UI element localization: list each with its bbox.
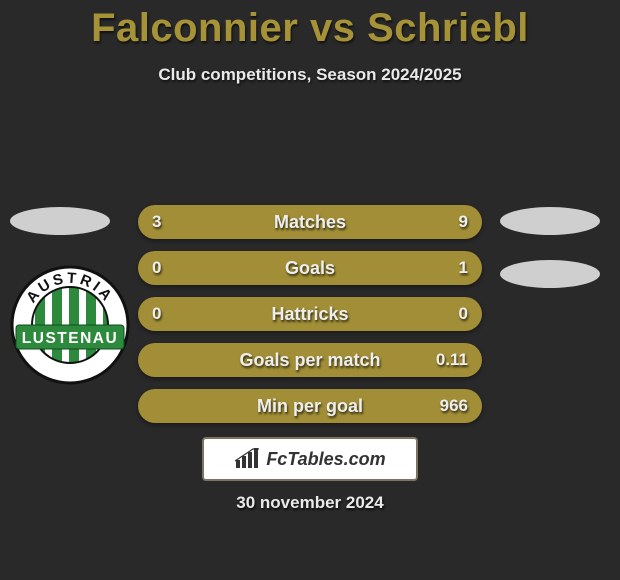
page-subtitle: Club competitions, Season 2024/2025 xyxy=(0,65,620,85)
brand-text: FcTables.com xyxy=(266,449,385,470)
page-title: Falconnier vs Schriebl xyxy=(0,0,620,51)
stat-right-value: 1 xyxy=(459,251,468,285)
bar-chart-icon xyxy=(234,448,260,470)
stat-right-value: 966 xyxy=(440,389,468,423)
stat-label: Matches xyxy=(138,205,482,239)
stat-bar-hattricks: 0 Hattricks 0 xyxy=(138,297,482,331)
stat-right-value: 0 xyxy=(459,297,468,331)
stat-label: Hattricks xyxy=(138,297,482,331)
badge-bottom-text: LUSTENAU xyxy=(22,330,118,347)
stat-bar-goals-per-match: Goals per match 0.11 xyxy=(138,343,482,377)
player-right-placeholder-1 xyxy=(500,207,600,235)
stat-label: Goals xyxy=(138,251,482,285)
stats-panel: 3 Matches 9 0 Goals 1 0 Hattricks 0 Goal… xyxy=(138,205,482,435)
stat-label: Goals per match xyxy=(138,343,482,377)
stat-bar-goals: 0 Goals 1 xyxy=(138,251,482,285)
brand-box[interactable]: FcTables.com xyxy=(202,437,418,481)
player-left-placeholder xyxy=(10,207,110,235)
stat-bar-min-per-goal: Min per goal 966 xyxy=(138,389,482,423)
club-badge: AUSTRIA LUSTENAU xyxy=(10,265,130,385)
stat-right-value: 0.11 xyxy=(436,343,468,377)
stat-right-value: 9 xyxy=(459,205,468,239)
club-badge-svg: AUSTRIA LUSTENAU xyxy=(10,265,130,385)
player-right-placeholder-2 xyxy=(500,260,600,288)
stat-bar-matches: 3 Matches 9 xyxy=(138,205,482,239)
date-text: 30 november 2024 xyxy=(0,493,620,513)
stat-label: Min per goal xyxy=(138,389,482,423)
